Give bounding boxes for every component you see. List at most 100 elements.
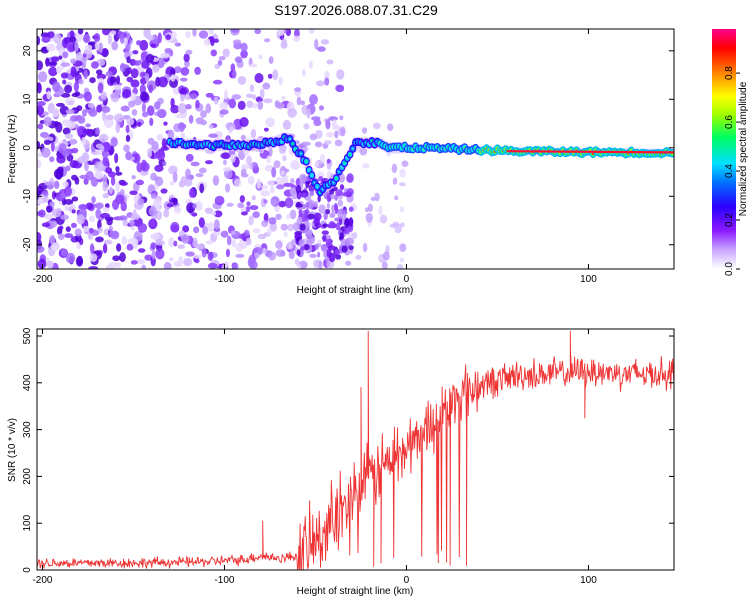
spectral-blob (180, 176, 188, 186)
spectral-blob (46, 43, 56, 52)
spectral-blob (58, 233, 65, 240)
spectral-blob (160, 52, 170, 58)
spectral-blob (130, 213, 141, 220)
spectral-blob (140, 71, 146, 77)
spectral-blob (213, 96, 219, 105)
spectral-blob (210, 49, 218, 57)
y-tick-label: -20 (22, 237, 33, 252)
snr-y-label: SNR (10 * v/v) (7, 418, 18, 482)
spectral-blob (334, 139, 343, 147)
spectral-blob (65, 252, 76, 264)
spectral-blob (324, 77, 330, 86)
spectral-blob (217, 60, 223, 66)
spectral-blob (191, 212, 198, 217)
spectral-blob (399, 257, 405, 263)
spectral-blob (114, 113, 124, 123)
spectral-blob (177, 103, 188, 114)
spectral-blob (213, 38, 219, 43)
spectral-blob (43, 116, 52, 127)
spectral-blob (68, 36, 77, 43)
spectral-blob (399, 206, 404, 213)
spectral-blob (237, 100, 246, 110)
spectral-blob (341, 245, 348, 253)
spectral-blob (175, 113, 185, 119)
spectral-blob (281, 38, 288, 50)
spectral-blob (154, 164, 164, 172)
spectral-blob (100, 212, 111, 219)
spectral-blob (88, 266, 99, 269)
spectral-blob (104, 203, 110, 209)
spectral-blob (198, 30, 209, 39)
spectral-blob (261, 219, 269, 228)
y-tick-label: 0 (22, 567, 33, 573)
spectral-blob (126, 76, 134, 83)
spectral-blob (340, 126, 346, 137)
spectral-blob (105, 167, 113, 174)
spectral-blob (226, 202, 234, 207)
spectral-blob (228, 126, 234, 133)
spectral-blob (207, 251, 214, 261)
spectral-blob (132, 50, 139, 55)
spectral-blob (173, 206, 182, 214)
spectral-blob (155, 240, 165, 246)
spectral-blob (309, 133, 318, 141)
spectral-blob (100, 145, 105, 152)
snr-series-line (37, 330, 674, 570)
spectral-blob (115, 194, 125, 205)
spectral-blob (89, 227, 94, 234)
spectral-blob (240, 42, 248, 52)
spectral-blob (39, 131, 49, 138)
spectral-blob (84, 44, 93, 51)
spectral-blob (82, 225, 90, 233)
ridge-core (310, 174, 314, 177)
spectral-blob (155, 151, 166, 161)
y-tick-label: 0 (22, 145, 33, 151)
spectral-blob (37, 105, 45, 116)
spectral-blob (263, 199, 268, 204)
spectral-blob (130, 68, 139, 79)
spectral-blob (335, 84, 345, 93)
spectral-blob (170, 68, 176, 76)
spectral-blob (131, 109, 138, 116)
spectral-blob (300, 141, 311, 146)
spectral-blob (139, 39, 149, 51)
y-tick-label: 100 (22, 514, 33, 531)
spectral-blob (207, 262, 218, 269)
spectral-blob (121, 236, 128, 245)
spectral-blob (195, 99, 200, 109)
spectral-blob (135, 179, 145, 186)
spectral-blob (290, 177, 295, 185)
spectral-blob (246, 100, 254, 109)
spectral-blob (256, 178, 261, 189)
spectral-blob (265, 117, 275, 128)
spectral-blob (75, 234, 82, 243)
spectral-blob (168, 257, 174, 262)
spectral-blob (87, 102, 95, 109)
spectral-blob (102, 192, 110, 199)
spectral-blob (194, 66, 201, 75)
spectral-blob (100, 91, 107, 100)
spectral-blob (295, 185, 302, 194)
spectral-blob (110, 30, 117, 36)
spectral-blob (400, 222, 405, 228)
spectral-blob (125, 124, 130, 134)
spectral-blob (204, 207, 213, 214)
spectral-blob (150, 242, 156, 250)
spectral-blob (129, 92, 137, 101)
spectral-blob (71, 196, 79, 202)
spectral-blob (189, 93, 198, 100)
spectral-blob (233, 178, 242, 188)
spectral-blob (367, 203, 374, 213)
spectral-blob (41, 147, 51, 158)
spectral-blob (140, 162, 150, 172)
spectral-blob (334, 249, 341, 256)
spectral-blob (137, 248, 146, 253)
spectral-blob (95, 127, 100, 135)
spectral-blob (152, 64, 160, 73)
spectral-blob (318, 260, 323, 269)
spectral-blob (37, 258, 47, 269)
spectral-blob (185, 153, 194, 162)
spectral-blob (249, 205, 259, 211)
spectral-blob (64, 186, 72, 197)
